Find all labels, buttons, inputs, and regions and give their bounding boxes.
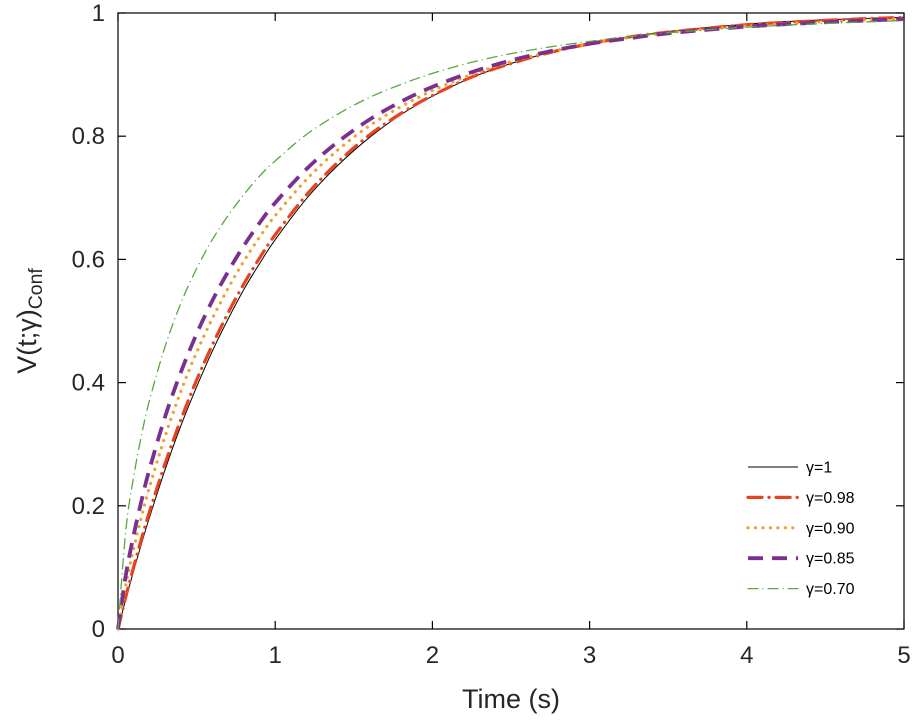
y-axis-label-subscript: Conf (25, 268, 48, 310)
x-tick-label: 2 (426, 642, 439, 669)
legend-label: γ=0.90 (806, 520, 855, 537)
x-tick-label: 3 (583, 642, 596, 669)
x-tick-label: 1 (269, 642, 282, 669)
x-axis-label: Time (s) (462, 684, 560, 714)
x-tick-label: 4 (740, 642, 753, 669)
legend-label: γ=1 (806, 460, 832, 477)
series-line-3 (116, 17, 905, 630)
y-tick-label: 0.6 (72, 246, 105, 273)
y-tick-label: 0 (92, 616, 105, 643)
y-tick-label: 0.4 (72, 370, 105, 397)
series-line-2 (116, 16, 906, 631)
x-tick-label: 5 (897, 642, 910, 669)
y-axis-label: V(t;γ)Conf (12, 268, 48, 374)
y-tick-label: 0.2 (72, 493, 105, 520)
legend-label: γ=0.70 (806, 581, 855, 598)
plot-frame (117, 12, 905, 630)
series-line-0 (117, 16, 905, 630)
legend-label: γ=0.98 (806, 490, 855, 507)
y-axis-label-main: V(t;γ) (11, 309, 42, 374)
y-tick-label: 0.8 (72, 123, 105, 150)
series-line-4 (117, 19, 905, 630)
legend-label: γ=0.85 (806, 551, 855, 568)
y-tick-label: 1 (92, 0, 105, 27)
x-tick-label: 0 (111, 642, 124, 669)
series-line-1 (116, 15, 906, 631)
